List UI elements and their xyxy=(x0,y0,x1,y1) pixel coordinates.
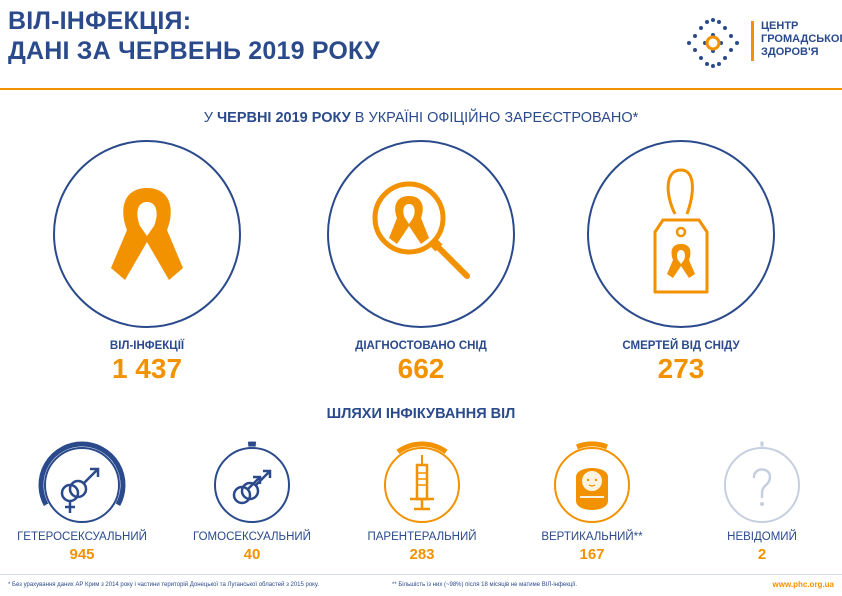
ribbon-icon xyxy=(111,188,183,280)
stat-circle-hiv xyxy=(53,140,241,328)
routes-heading: ШЛЯХИ ІНФІКУВАННЯ ВІЛ xyxy=(326,406,516,422)
logo-divider xyxy=(751,21,754,61)
route-circle-unknown xyxy=(724,447,800,523)
baby-icon xyxy=(576,468,608,510)
route-value-homo: 40 xyxy=(243,546,261,563)
stat-label-deaths: СМЕРТЕЙ ВІД СНІДУ xyxy=(622,340,740,352)
stat-circle-aids xyxy=(327,140,515,328)
homosexual-icon xyxy=(232,469,272,505)
stat-value-hiv: 1 437 xyxy=(111,353,183,384)
route-circle-vertical xyxy=(554,447,630,523)
route-value-unknown: 2 xyxy=(757,546,767,563)
logo-dots-icon xyxy=(687,18,739,68)
route-circle-parenteral xyxy=(384,447,460,523)
logo-line-2: ГРОМАДСЬКОГО xyxy=(761,33,842,45)
stat-circle-deaths xyxy=(587,140,775,328)
route-value-vertical: 167 xyxy=(579,546,605,563)
registered-heading: У ЧЕРВНІ 2019 РОКУ В УКРАЇНІ ОФІЦІЙНО ЗА… xyxy=(0,110,842,126)
footer-divider xyxy=(0,574,842,575)
syringe-icon xyxy=(410,455,434,511)
route-label-homo: ГОМОСЕКСУАЛЬНИЙ xyxy=(193,531,311,543)
route-value-hetero: 945 xyxy=(69,546,95,563)
logo-line-1: ЦЕНТР xyxy=(761,20,799,32)
route-circle-hetero xyxy=(44,447,120,523)
registered-part-2: ЧЕРВНІ 2019 РОКУ xyxy=(216,110,351,126)
route-label-parenteral: ПАРЕНТЕРАЛЬНИЙ xyxy=(367,531,477,543)
page-title: ВІЛ-ІНФЕКЦІЯ: ДАНІ ЗА ЧЕРВЕНЬ 2019 РОКУ xyxy=(8,6,380,66)
route-label-vertical: ВЕРТИКАЛЬНИЙ** xyxy=(541,531,643,543)
title-line-2: ДАНІ ЗА ЧЕРВЕНЬ 2019 РОКУ xyxy=(8,37,380,65)
stat-value-deaths: 273 xyxy=(657,353,705,384)
footnote-1: * Без урахування даних АР Крим з 2014 ро… xyxy=(8,582,319,588)
title-line-1: ВІЛ-ІНФЕКЦІЯ: xyxy=(8,7,192,35)
header-divider xyxy=(0,88,842,90)
registered-part-1: У xyxy=(203,110,217,126)
magnifier-ribbon-icon xyxy=(372,181,470,279)
stat-label-aids: ДІАГНОСТОВАНО СНІД xyxy=(355,340,487,352)
tag-ribbon-icon xyxy=(653,168,709,294)
stat-label-hiv: ВІЛ-ІНФЕКЦІЇ xyxy=(109,340,185,352)
stat-value-aids: 662 xyxy=(397,353,445,384)
route-label-unknown: НЕВІДОМИЙ xyxy=(727,531,797,543)
logo-text: ЦЕНТР ГРОМАДСЬКОГО ЗДОРОВ'Я xyxy=(761,20,842,59)
heterosexual-icon xyxy=(60,467,100,513)
logo-line-3: ЗДОРОВ'Я xyxy=(761,46,819,58)
registered-part-3: В УКРАЇНІ ОФІЦІЙНО ЗАРЕЄСТРОВАНО* xyxy=(350,110,639,126)
route-value-parenteral: 283 xyxy=(409,546,435,563)
phc-logo: ЦЕНТР ГРОМАДСЬКОГО ЗДОРОВ'Я xyxy=(683,18,842,68)
route-label-hetero: ГЕТЕРОСЕКСУАЛЬНИЙ xyxy=(17,531,147,543)
route-circle-homo xyxy=(214,447,290,523)
footnote-2: ** Більшість із них (~98%) після 18 міся… xyxy=(392,582,577,588)
question-icon xyxy=(752,468,772,506)
website-link[interactable]: www.phc.org.ua xyxy=(772,580,834,589)
